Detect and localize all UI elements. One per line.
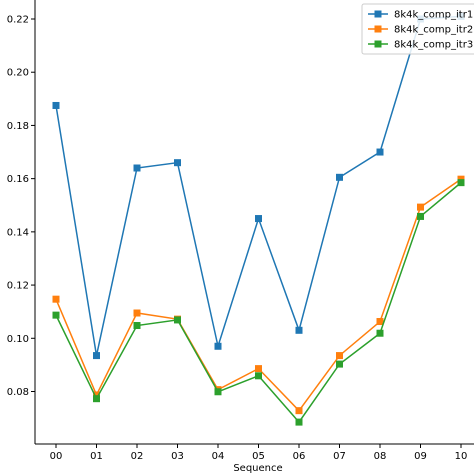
data-point xyxy=(336,360,343,368)
data-point xyxy=(133,322,141,330)
data-point xyxy=(255,365,262,373)
legend: 8k4k_comp_itr1 8k4k_comp_itr2 8k4k_comp_it… xyxy=(361,3,474,55)
data-point xyxy=(295,418,303,426)
legend-label: 8k4k_comp_itr1 xyxy=(394,10,473,21)
y-tick-label: 0.16 xyxy=(7,174,29,185)
data-point xyxy=(376,148,384,156)
data-point xyxy=(133,164,141,172)
data-point xyxy=(93,352,100,360)
x-axis-title: Sequence xyxy=(233,463,282,474)
data-point xyxy=(295,326,303,334)
x-tick-label: 03 xyxy=(171,451,184,462)
y-tick-label: 0.12 xyxy=(7,281,29,292)
data-point xyxy=(174,316,181,324)
data-point xyxy=(174,159,181,167)
y-tick-label: 0.14 xyxy=(7,227,29,238)
legend-swatch-marker xyxy=(374,25,382,33)
data-point xyxy=(214,342,222,350)
data-point xyxy=(93,395,100,403)
series-line xyxy=(55,15,462,356)
data-point xyxy=(52,311,60,319)
y-tick-label: 0.18 xyxy=(7,121,29,132)
y-tick-label: 0.08 xyxy=(7,387,29,398)
y-tick-label: 0.22 xyxy=(7,15,29,26)
legend-box xyxy=(361,3,474,55)
data-point xyxy=(52,101,60,109)
legend-label: 8k4k_comp_itr2 xyxy=(394,25,473,36)
y-tick-label: 0.10 xyxy=(7,334,29,345)
data-point xyxy=(214,388,222,396)
data-point xyxy=(133,309,141,317)
data-point xyxy=(52,295,60,303)
data-point xyxy=(295,407,303,415)
x-tick-label: 09 xyxy=(414,451,427,462)
x-tick-label: 08 xyxy=(374,451,387,462)
data-point xyxy=(376,329,384,337)
x-tick-label: 01 xyxy=(90,451,103,462)
data-point xyxy=(376,318,384,326)
legend-swatch-marker xyxy=(374,10,382,18)
x-tick-label: 00 xyxy=(50,451,63,462)
x-tick-label: 02 xyxy=(131,451,144,462)
data-point xyxy=(336,173,343,181)
x-tick-label: 06 xyxy=(293,451,306,462)
data-point xyxy=(93,391,100,399)
series-3 xyxy=(52,179,465,426)
x-tick-label: 05 xyxy=(252,451,265,462)
series-1 xyxy=(52,12,465,360)
data-point xyxy=(417,203,424,211)
legend-swatch-marker xyxy=(374,40,382,48)
axes: 0.08 0.10 0.12 0.14 0.16 0.18 0.20 0.22 00 01 02 03… xyxy=(7,0,474,462)
x-tick-label: 10 xyxy=(455,451,468,462)
y-tick-label: 0.20 xyxy=(7,68,29,79)
data-point xyxy=(336,352,343,360)
data-point xyxy=(255,372,262,380)
data-point xyxy=(457,179,465,187)
data-point xyxy=(255,215,262,223)
data-point xyxy=(417,212,424,220)
x-tick-label: 04 xyxy=(212,451,225,462)
x-tick-label: 07 xyxy=(333,451,346,462)
plot-series xyxy=(52,12,465,426)
legend-label: 8k4k_comp_itr3 xyxy=(394,40,473,51)
